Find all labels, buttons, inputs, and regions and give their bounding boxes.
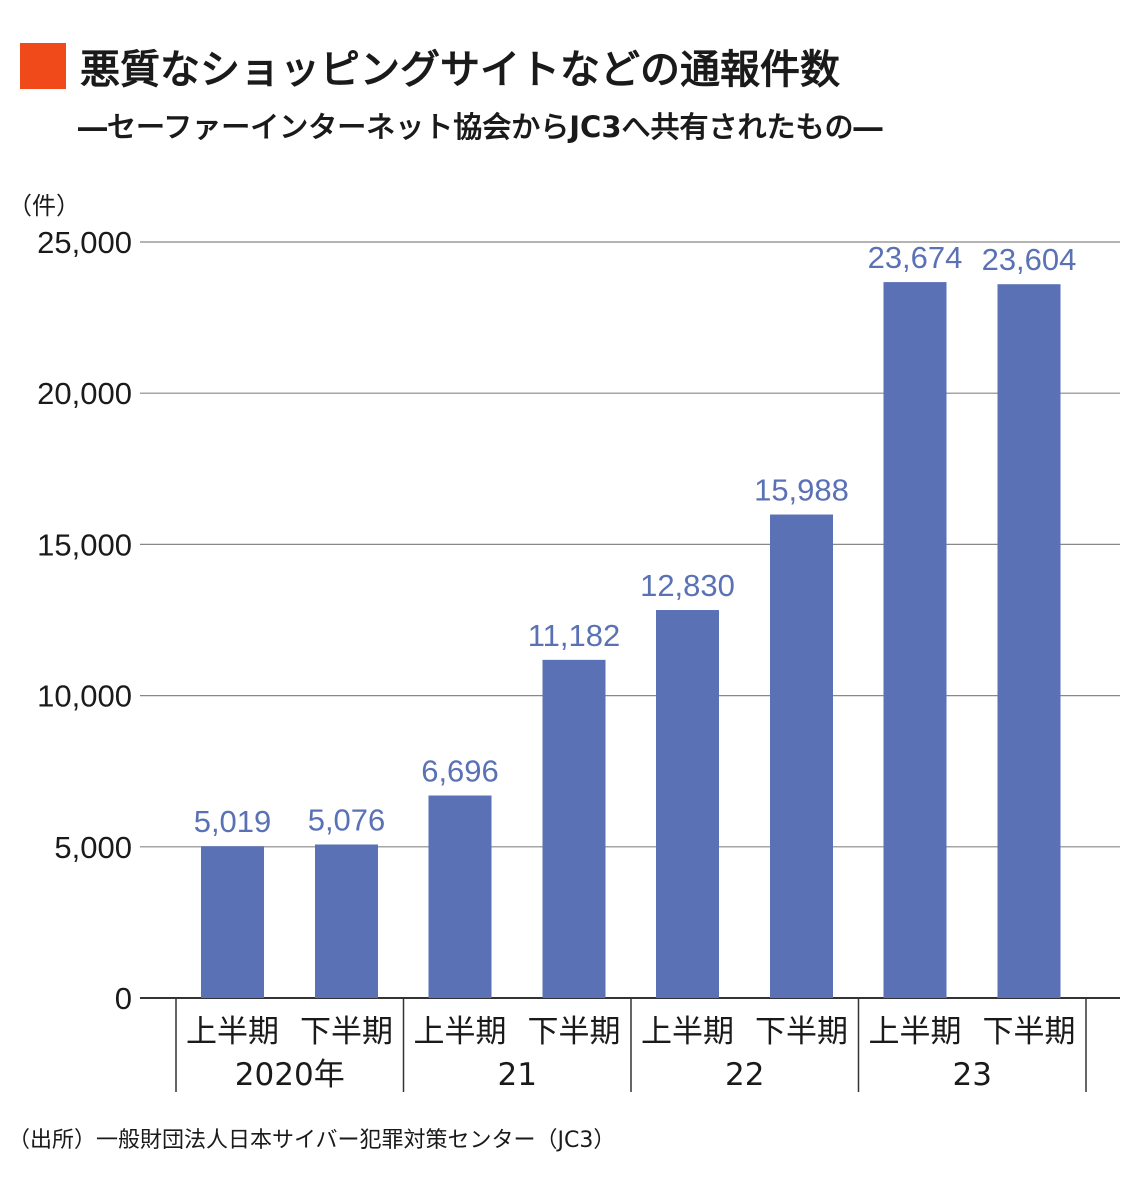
x-year-label: 23 — [953, 1057, 992, 1093]
x-year-label: 22 — [725, 1057, 764, 1093]
x-year-label: 21 — [498, 1057, 537, 1093]
x-category-label: 下半期 — [755, 1014, 848, 1050]
x-category-label: 下半期 — [983, 1014, 1076, 1050]
bar — [315, 844, 378, 998]
data-label: 6,696 — [421, 754, 499, 789]
x-category-label: 上半期 — [641, 1014, 734, 1050]
chart-subtitle: ―セーファーインターネット協会からJC3へ共有されたもの― — [78, 110, 883, 144]
y-tick-label: 0 — [115, 981, 132, 1016]
y-tick-label: 10,000 — [37, 679, 132, 714]
bar — [883, 282, 947, 998]
bar — [542, 659, 606, 998]
data-label: 11,182 — [528, 618, 621, 653]
bar — [656, 610, 719, 998]
source-note: （出所）一般財団法人日本サイバー犯罪対策センター（JC3） — [8, 1128, 616, 1153]
y-tick-label: 20,000 — [37, 376, 132, 411]
x-year-label: 2020年 — [235, 1057, 345, 1093]
y-tick-label: 15,000 — [37, 527, 132, 562]
data-label: 12,830 — [640, 568, 735, 603]
data-label: 23,604 — [982, 242, 1077, 277]
y-tick-label: 5,000 — [54, 830, 132, 865]
bar — [997, 284, 1061, 998]
x-category-label: 上半期 — [869, 1014, 962, 1050]
title-accent-square — [20, 43, 66, 89]
chart-title: 悪質なショッピングサイトなどの通報件数 — [20, 42, 840, 93]
data-label: 5,076 — [308, 803, 386, 838]
data-label: 15,988 — [754, 473, 849, 508]
x-category-label: 上半期 — [186, 1014, 279, 1050]
data-label: 5,019 — [194, 804, 272, 839]
bar — [770, 514, 833, 998]
y-axis-unit: （件） — [8, 192, 80, 220]
chart-title-text: 悪質なショッピングサイトなどの通報件数 — [80, 47, 840, 93]
x-category-label: 下半期 — [300, 1014, 393, 1050]
bar — [428, 795, 492, 998]
x-category-label: 上半期 — [414, 1014, 507, 1050]
y-tick-label: 25,000 — [37, 225, 132, 260]
data-label: 23,674 — [868, 240, 963, 275]
bar — [201, 846, 264, 998]
x-category-label: 下半期 — [528, 1014, 621, 1050]
